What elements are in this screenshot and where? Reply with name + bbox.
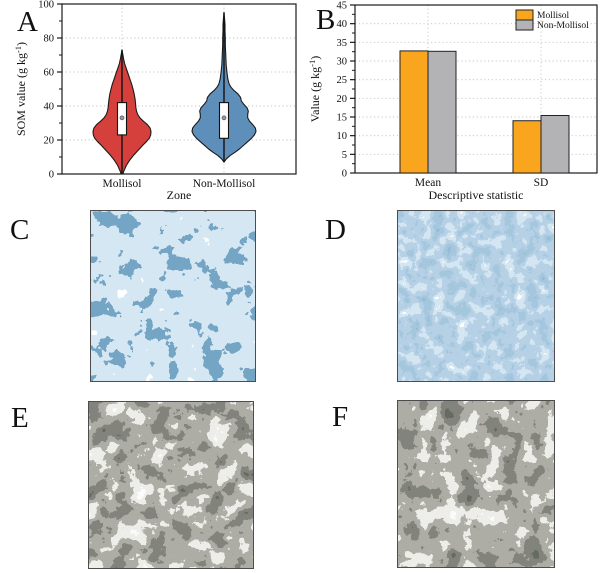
bar-sd-non-mollisol <box>540 115 570 174</box>
map-e-terrain <box>89 402 253 568</box>
x-axis-title: Descriptive statistic <box>429 188 524 202</box>
legend-label: Non-Mollisol <box>537 21 589 31</box>
y-tick-label: 5 <box>342 150 347 161</box>
panel-f-label: F <box>332 401 349 433</box>
x-axis-title: Zone <box>167 188 192 202</box>
median-marker <box>119 115 125 121</box>
panel-a-label: A <box>17 6 38 38</box>
map-d <box>397 210 555 382</box>
y-tick-label: 80 <box>44 34 55 45</box>
bar-mean-mollisol <box>399 50 429 174</box>
x-category-label: Non-Mollisol <box>193 178 256 190</box>
y-tick-label: 40 <box>337 19 348 30</box>
y-axis-title: SOM value (g kg-1) <box>13 42 28 136</box>
y-tick-label: 20 <box>337 94 348 105</box>
plot-frame <box>61 3 297 175</box>
median-marker <box>221 115 227 121</box>
panel-e-label: E <box>11 402 29 434</box>
bar-chart: 0 5 10 15 20 25 30 35 40 45 Mean SD MollisolNon-Moll… <box>307 1 598 202</box>
y-tick-label: 15 <box>337 113 348 124</box>
map-d-image <box>398 211 554 381</box>
map-f <box>397 400 555 568</box>
y-tick-label: 10 <box>337 131 348 142</box>
legend-swatch-non-mollisol <box>515 19 534 31</box>
y-tick-label: 35 <box>337 38 348 49</box>
map-e <box>88 401 254 569</box>
y-tick-label: 100 <box>38 0 54 11</box>
x-category-label: Mollisol <box>103 178 142 190</box>
x-category-label: Mean <box>415 177 441 189</box>
legend-label: Mollisol <box>537 11 570 21</box>
y-tick-label: 45 <box>337 1 348 12</box>
map-c <box>90 210 256 382</box>
bar-sd-mollisol <box>512 120 542 174</box>
y-tick-label: 25 <box>337 75 348 86</box>
panel-c-label: C <box>10 214 30 246</box>
legend-swatch-mollisol <box>515 9 534 21</box>
map-c-image <box>91 211 255 381</box>
y-tick-label: 20 <box>44 136 55 147</box>
iqr-box <box>218 102 230 139</box>
x-category-label: SD <box>534 177 549 189</box>
map-e-image <box>89 402 253 568</box>
y-tick-label: 40 <box>44 102 55 113</box>
panel-b-label: B <box>316 4 336 36</box>
y-tick-label: 30 <box>337 57 348 68</box>
y-tick-label: 0 <box>49 170 54 181</box>
map-c-terrain <box>91 211 255 381</box>
map-d-terrain <box>398 211 554 381</box>
y-tick-label: 60 <box>44 68 55 79</box>
map-f-image <box>398 401 554 567</box>
y-tick-label: 0 <box>342 169 347 180</box>
map-f-terrain <box>398 401 554 567</box>
y-axis-title: Value (g kg-1) <box>307 56 322 122</box>
bar-mean-non-mollisol <box>427 50 457 174</box>
panel-d-label: D <box>325 214 346 246</box>
